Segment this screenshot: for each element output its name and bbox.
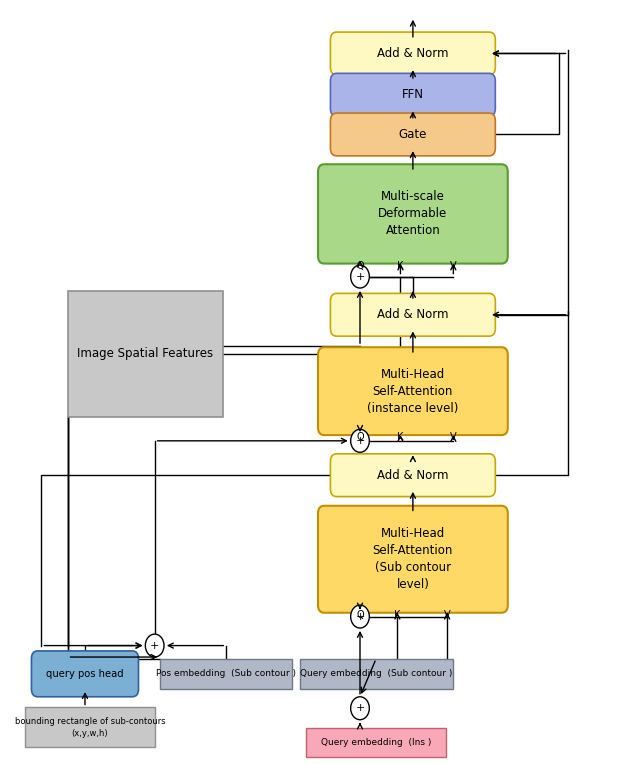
Text: Query embedding  (Sub contour ): Query embedding (Sub contour ): [300, 669, 452, 678]
FancyBboxPatch shape: [330, 73, 495, 116]
Text: +: +: [355, 703, 365, 714]
Text: Add & Norm: Add & Norm: [377, 47, 449, 60]
Text: Q: Q: [356, 432, 364, 442]
Text: Pos embedding  (Sub contour ): Pos embedding (Sub contour ): [156, 669, 296, 678]
Text: K: K: [397, 432, 404, 442]
Text: +: +: [150, 640, 159, 651]
FancyBboxPatch shape: [31, 651, 138, 697]
Text: Add & Norm: Add & Norm: [377, 468, 449, 482]
Text: +: +: [355, 611, 365, 622]
Text: V: V: [450, 432, 457, 442]
Bar: [160, 659, 292, 689]
Text: FFN: FFN: [402, 88, 424, 102]
FancyBboxPatch shape: [330, 454, 495, 497]
FancyBboxPatch shape: [330, 113, 495, 156]
Text: Query embedding  (Ins ): Query embedding (Ins ): [321, 738, 431, 747]
Text: K: K: [397, 261, 404, 271]
Circle shape: [351, 605, 369, 628]
Text: V: V: [444, 610, 451, 620]
Circle shape: [351, 429, 369, 452]
Text: Image Spatial Features: Image Spatial Features: [77, 347, 213, 361]
Bar: [300, 659, 452, 689]
Circle shape: [351, 697, 369, 720]
Bar: [25, 707, 155, 747]
Text: Multi-Head
Self-Attention
(Sub contour
level): Multi-Head Self-Attention (Sub contour l…: [372, 527, 453, 591]
Circle shape: [145, 634, 164, 657]
Text: +: +: [355, 271, 365, 282]
Text: K: K: [394, 610, 401, 620]
FancyBboxPatch shape: [318, 506, 508, 613]
Text: Multi-Head
Self-Attention
(instance level): Multi-Head Self-Attention (instance leve…: [367, 367, 459, 415]
Bar: [307, 728, 446, 757]
Text: Add & Norm: Add & Norm: [377, 308, 449, 322]
Text: Q: Q: [356, 261, 364, 271]
Bar: [68, 291, 223, 417]
Text: bounding rectangle of sub-contours
(x,y,w,h): bounding rectangle of sub-contours (x,y,…: [15, 717, 165, 738]
Text: query pos head: query pos head: [46, 668, 124, 679]
Text: V: V: [450, 261, 457, 271]
FancyBboxPatch shape: [318, 164, 508, 264]
FancyBboxPatch shape: [330, 293, 495, 336]
Text: Gate: Gate: [399, 128, 427, 141]
FancyBboxPatch shape: [318, 347, 508, 435]
FancyBboxPatch shape: [330, 32, 495, 75]
Text: Multi-scale
Deformable
Attention: Multi-scale Deformable Attention: [378, 190, 447, 238]
Circle shape: [351, 265, 369, 288]
Text: +: +: [355, 435, 365, 446]
Text: Q: Q: [356, 610, 364, 620]
